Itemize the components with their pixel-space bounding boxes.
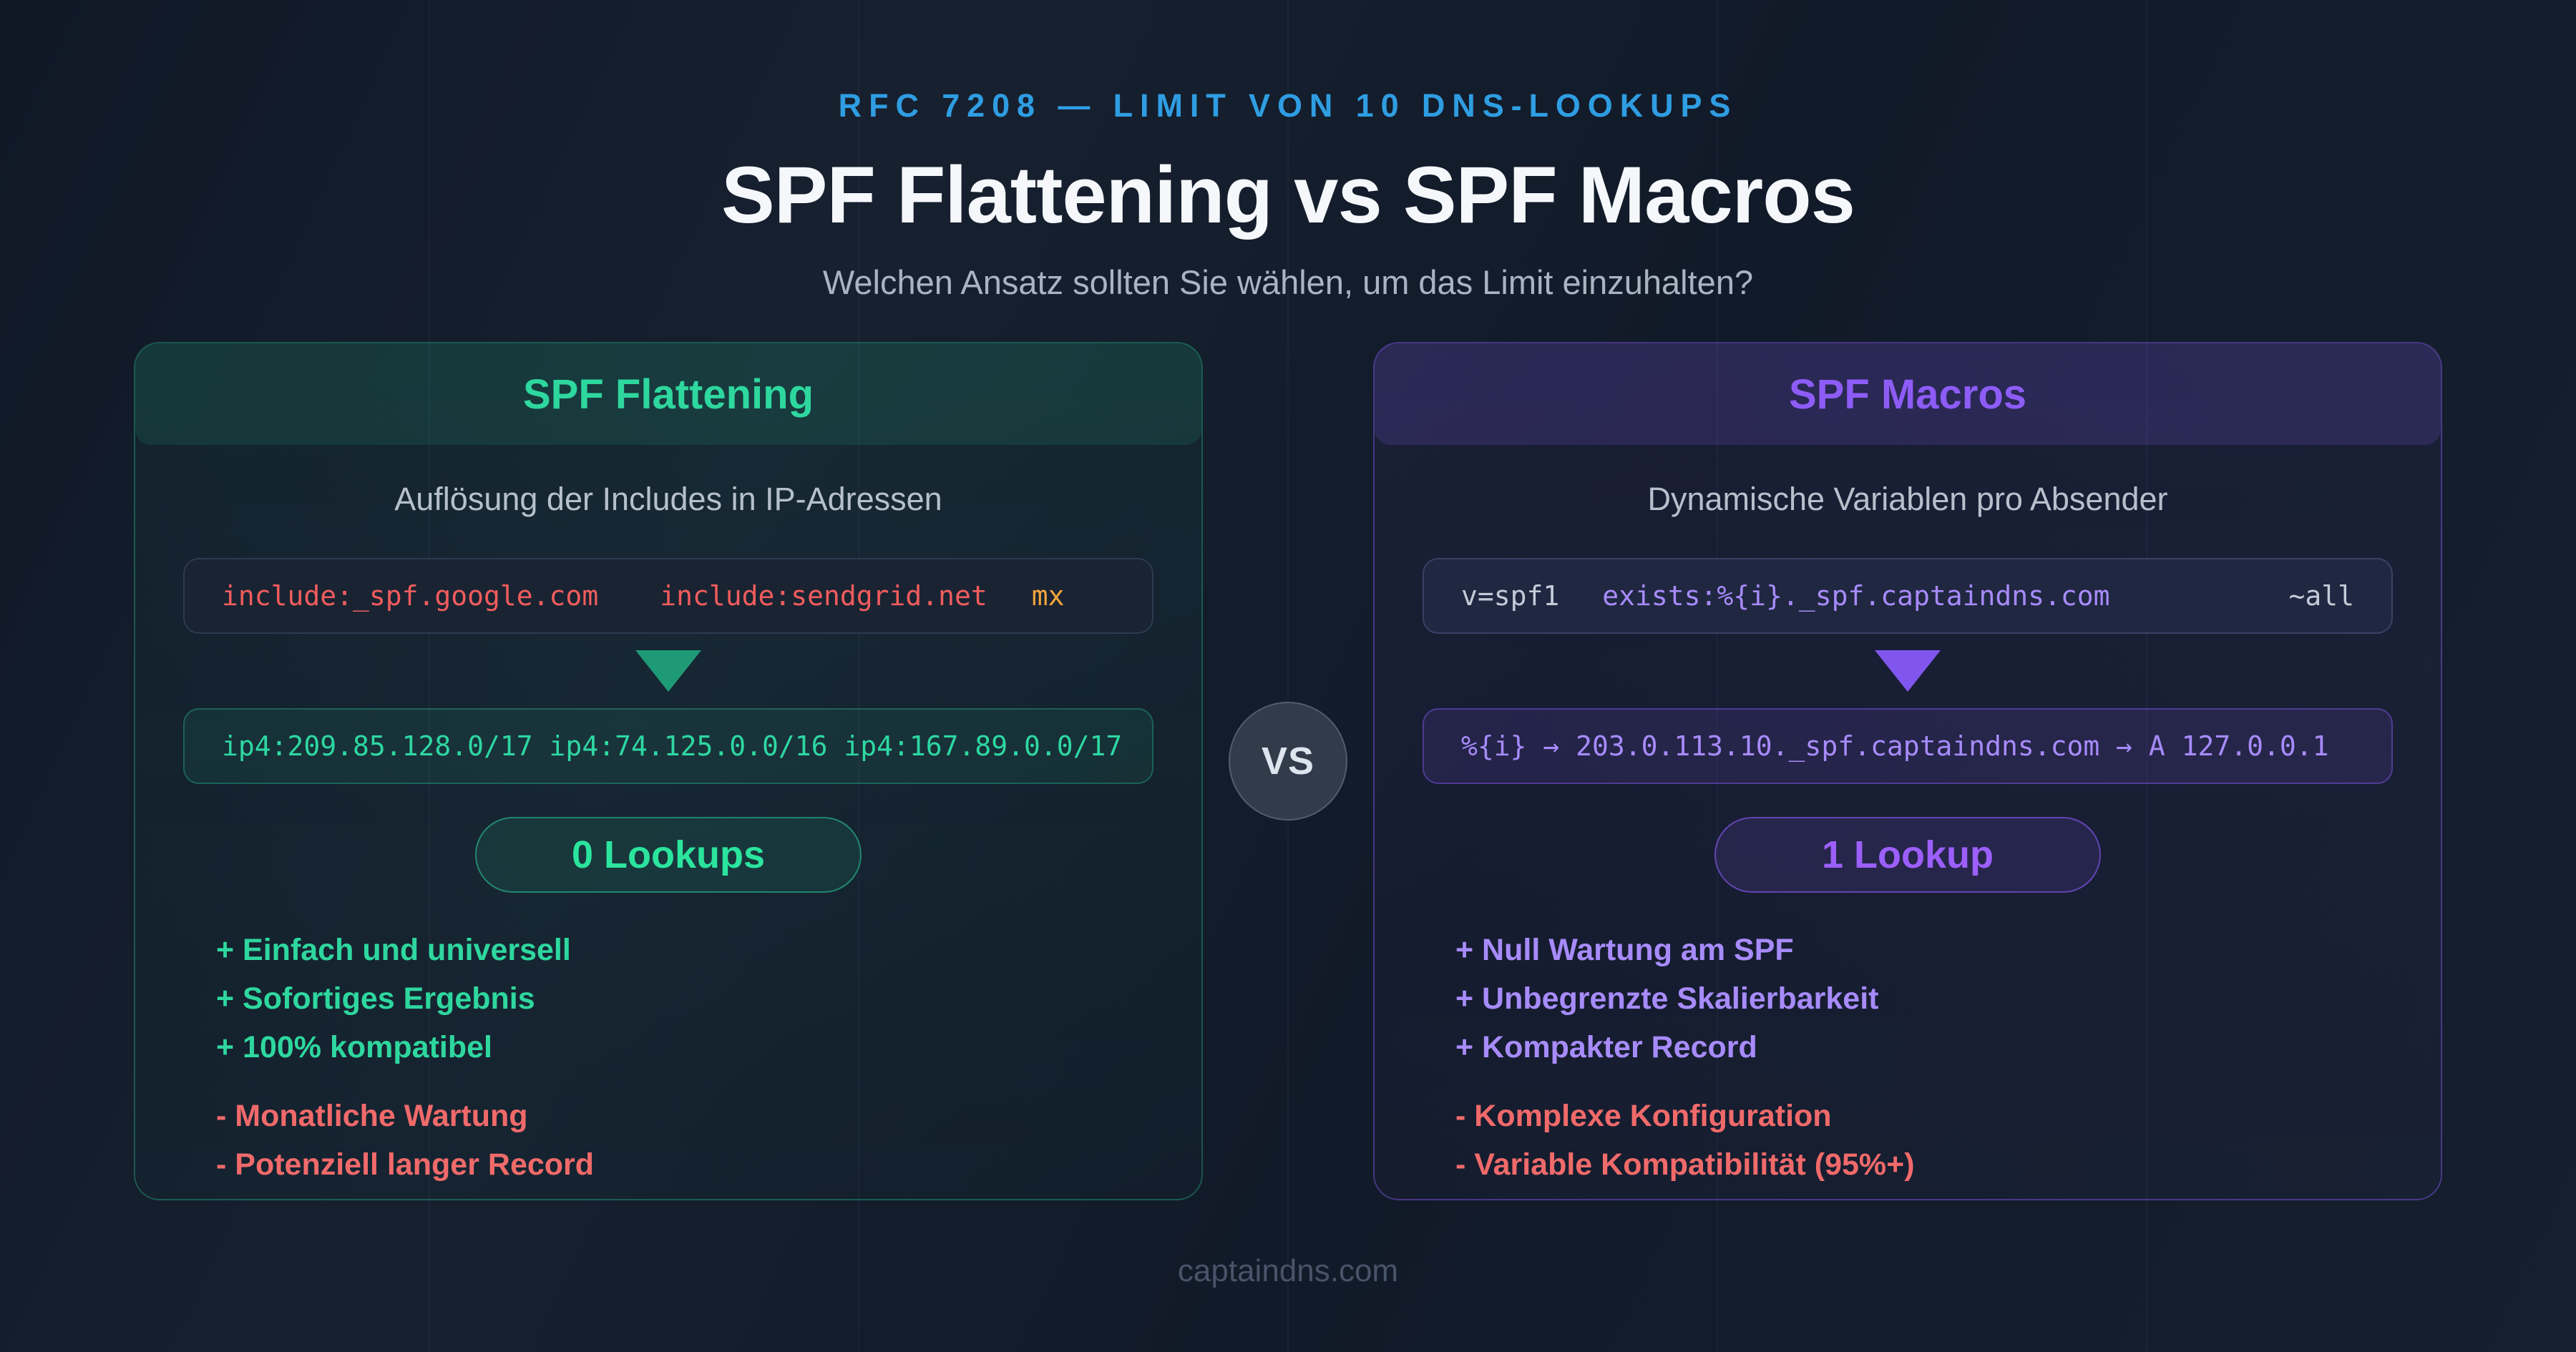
vs-badge: VS [1229, 702, 1347, 820]
macros-card-subtitle: Dynamische Variablen pro Absender [1647, 481, 2168, 517]
background-gridline [858, 0, 859, 1352]
mx-token: mx [1031, 580, 1065, 612]
background-gridline [1287, 0, 1289, 1352]
list-item: - Komplexe Konfiguration [1455, 1099, 1832, 1133]
exists-macro-token: exists:%{i}._spf.captaindns.com [1602, 580, 2110, 612]
page-subtitle: Welchen Ansatz sollten Sie wählen, um da… [822, 263, 1754, 301]
flattening-lookups-badge: 0 Lookups [475, 817, 862, 893]
include-sendgrid-token: include:sendgrid.net [660, 580, 987, 612]
include-google-token: include:_spf.google.com [222, 580, 599, 612]
flattening-card-title: SPF Flattening [523, 371, 814, 418]
list-item: - Potenziell langer Record [216, 1147, 595, 1182]
arrow-down-icon [635, 650, 701, 692]
arrow-down-icon [1875, 650, 1941, 692]
list-item: + 100% kompatibel [216, 1030, 492, 1064]
flattening-card: SPF Flattening Auflösung der Includes in… [134, 342, 1203, 1200]
all-qualifier-token: ~all [2288, 580, 2354, 612]
list-item: + Null Wartung am SPF [1455, 933, 1794, 967]
flattening-pros-list: + Einfach und universell + Sofortiges Er… [216, 926, 1201, 1072]
flattening-includes-code: include:_spf.google.com include:sendgrid… [183, 558, 1153, 634]
macros-card-header: SPF Macros [1375, 343, 2441, 445]
flattening-card-header: SPF Flattening [135, 343, 1201, 445]
ip4-addresses-text: ip4:209.85.128.0/17 ip4:74.125.0.0/16 ip… [222, 730, 1123, 762]
flattening-cons-list: - Monatliche Wartung - Potenziell langer… [216, 1092, 1201, 1189]
spf-version-token: v=spf1 [1461, 580, 1560, 612]
macros-lookups-badge: 1 Lookup [1714, 817, 2101, 893]
flattening-ip4-code: ip4:209.85.128.0/17 ip4:74.125.0.0/16 ip… [183, 708, 1153, 784]
rfc-limit-eyebrow: RFC 7208 — LIMIT VON 10 DNS-LOOKUPS [838, 87, 1738, 124]
macros-card: SPF Macros Dynamische Variablen pro Abse… [1373, 342, 2442, 1200]
background-gridline [1717, 0, 1718, 1352]
list-item: + Sofortiges Ergebnis [216, 981, 535, 1016]
macros-card-title: SPF Macros [1789, 371, 2026, 418]
list-item: - Variable Kompatibilität (95%+) [1455, 1147, 1915, 1182]
background-gridline [429, 0, 430, 1352]
macros-pros-list: + Null Wartung am SPF + Unbegrenzte Skal… [1455, 926, 2441, 1072]
macros-spf-record-code: v=spf1 exists:%{i}._spf.captaindns.com ~… [1423, 558, 2393, 634]
list-item: - Monatliche Wartung [216, 1099, 528, 1133]
macros-cons-list: - Komplexe Konfiguration - Variable Komp… [1455, 1092, 2441, 1189]
list-item: + Einfach und universell [216, 933, 571, 967]
background-gridline [2146, 0, 2147, 1352]
list-item: + Kompakter Record [1455, 1030, 1757, 1064]
flattening-card-subtitle: Auflösung der Includes in IP-Adressen [394, 481, 942, 517]
list-item: + Unbegrenzte Skalierbarkeit [1455, 981, 1879, 1016]
page-title: SPF Flattening vs SPF Macros [721, 150, 1855, 240]
footer-site: captaindns.com [1177, 1253, 1399, 1288]
macro-resolution-text: %{i} → 203.0.113.10._spf.captaindns.com … [1461, 730, 2329, 762]
masthead: RFC 7208 — LIMIT VON 10 DNS-LOOKUPS SPF … [0, 0, 2576, 302]
macros-resolution-code: %{i} → 203.0.113.10._spf.captaindns.com … [1423, 708, 2393, 784]
